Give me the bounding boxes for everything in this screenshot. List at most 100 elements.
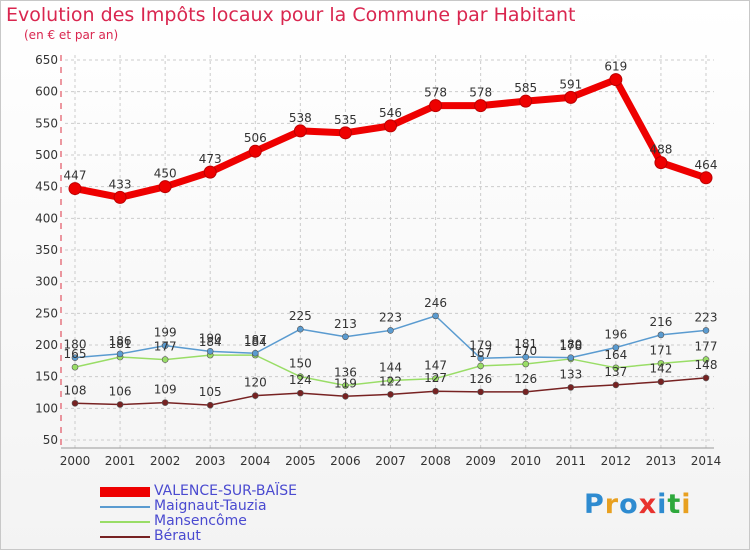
- series-2-data-label: 180: [64, 338, 87, 352]
- series-3-point: [297, 373, 304, 380]
- legend-label: VALENCE-SUR-BAÏSE: [154, 483, 297, 499]
- series-4-data-label: 127: [424, 371, 447, 385]
- series-4-data-label: 120: [244, 376, 267, 390]
- series-4-point: [206, 401, 214, 409]
- series-1-point: [609, 73, 623, 87]
- series-2-point: [206, 348, 214, 355]
- series-1-data-label: 619: [604, 60, 627, 74]
- x-tick-label: 2011: [556, 454, 587, 468]
- series-4-data-label: 106: [109, 385, 132, 399]
- y-tick-label: 50: [43, 433, 58, 447]
- series-4-data-label: 133: [559, 367, 582, 381]
- legend-swatch: [100, 520, 150, 523]
- series-3-point: [432, 375, 439, 382]
- series-1-data-label: 506: [244, 131, 267, 145]
- chart-title: Evolution des Impôts locaux pour la Comm…: [6, 4, 576, 26]
- series-2-point: [297, 325, 304, 333]
- x-tick-label: 2004: [240, 454, 271, 468]
- series-3-data-label: 171: [649, 343, 672, 357]
- legend-swatch: [100, 486, 150, 497]
- series-2-data-label: 223: [695, 310, 718, 324]
- x-tick-label: 2013: [646, 454, 677, 468]
- series-1-point: [203, 165, 217, 179]
- series-4-data-label: 108: [64, 383, 87, 397]
- x-tick-label: 2008: [420, 454, 451, 468]
- y-tick-label: 450: [35, 180, 58, 194]
- y-tick-label: 150: [35, 370, 58, 384]
- series-3-data-label: 144: [379, 360, 402, 374]
- series-3-point: [702, 356, 710, 363]
- series-3-data-label: 170: [514, 344, 537, 358]
- series-4-point: [116, 401, 124, 408]
- x-tick-label: 2007: [375, 454, 406, 468]
- series-4-point: [702, 374, 710, 382]
- logo-letter: o: [619, 489, 639, 520]
- series-1-point: [474, 99, 488, 113]
- series-2-data-label: 213: [334, 317, 357, 331]
- series-2-data-label: 246: [424, 296, 447, 310]
- y-tick-label: 250: [35, 306, 58, 320]
- series-2-point: [567, 354, 575, 361]
- series-2-data-label: 190: [199, 331, 222, 345]
- series-2-point: [116, 350, 124, 358]
- series-3-data-label: 167: [469, 346, 492, 360]
- series-2-point: [71, 354, 79, 361]
- series-1-point: [158, 180, 172, 194]
- series-2-data-label: 186: [109, 334, 132, 348]
- series-4-data-label: 109: [154, 383, 177, 397]
- series-2-data-label: 180: [559, 338, 582, 352]
- series-4-data-label: 124: [289, 373, 312, 387]
- series-3-point: [71, 363, 79, 371]
- x-tick-label: 2012: [601, 454, 632, 468]
- series-3-data-label: 178: [559, 339, 582, 353]
- series-2-data-label: 225: [289, 309, 312, 323]
- series-1-data-label: 464: [695, 158, 718, 172]
- series-3-data-label: 177: [695, 340, 718, 354]
- series-4-data-label: 142: [649, 362, 672, 376]
- x-tick-label: 2005: [285, 454, 316, 468]
- series-4-point: [342, 392, 349, 400]
- series-2-point: [387, 327, 394, 334]
- series-2-point: [522, 353, 530, 361]
- series-layer: [68, 73, 713, 409]
- series-4-point: [297, 389, 304, 397]
- series-4-point: [161, 399, 169, 406]
- legend-swatch: [100, 535, 150, 538]
- series-3-data-label: 184: [244, 335, 267, 349]
- series-4-point: [567, 384, 575, 391]
- series-1-point: [564, 90, 578, 104]
- logo-letter: x: [638, 489, 658, 520]
- legend-swatch: [100, 505, 150, 508]
- series-4-data-label: 119: [334, 376, 357, 390]
- series-3-point: [387, 377, 394, 384]
- series-4-data-label: 148: [695, 358, 718, 372]
- series-1-data-label: 433: [109, 177, 132, 191]
- series-1-point: [654, 156, 668, 170]
- series-3-point: [612, 364, 620, 372]
- y-tick-label: 400: [35, 211, 58, 225]
- series-1-data-label: 473: [199, 152, 222, 166]
- series-4-point: [71, 399, 79, 407]
- series-2-data-label: 187: [244, 333, 267, 347]
- series-1-data-label: 591: [559, 77, 582, 91]
- logo-letter: t: [667, 489, 682, 520]
- series-1-data-label: 578: [469, 86, 492, 100]
- series-1-point: [113, 190, 127, 204]
- y-tick-label: 350: [35, 243, 58, 257]
- series-3-data-label: 165: [64, 347, 87, 361]
- series-3-data-label: 181: [109, 337, 132, 351]
- series-1-point: [338, 126, 352, 140]
- series-2-point: [702, 327, 710, 334]
- legend-label: Mansencôme: [154, 513, 247, 529]
- series-2-data-label: 199: [154, 326, 177, 340]
- series-1-point: [248, 144, 262, 158]
- logo-letter: r: [604, 489, 620, 520]
- x-tick-label: 2010: [510, 454, 541, 468]
- series-1-data-label: 535: [334, 113, 357, 127]
- x-tick-label: 2006: [330, 454, 361, 468]
- series-4-data-label: 105: [199, 385, 222, 399]
- series-3-data-label: 184: [199, 335, 222, 349]
- series-4-data-label: 126: [514, 372, 537, 386]
- series-3-data-label: 177: [154, 340, 177, 354]
